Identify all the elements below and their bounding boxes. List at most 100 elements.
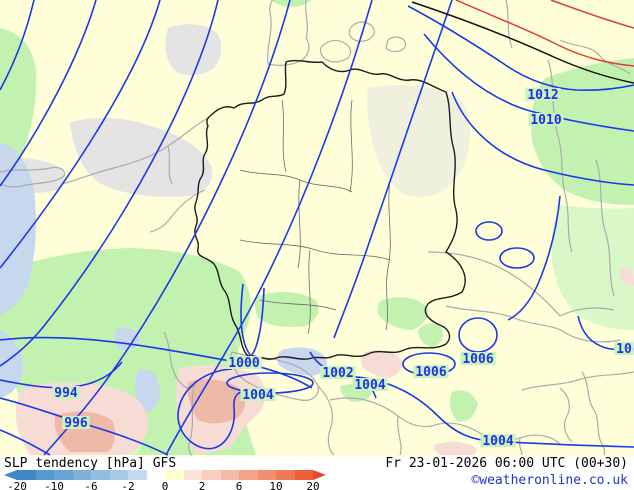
border-denmark [267, 0, 274, 65]
state-border [349, 99, 353, 193]
border-danish-island [319, 39, 352, 63]
colorbar-segment [17, 470, 36, 480]
colorbar-segment [35, 470, 54, 480]
isobar-label: 996 [64, 416, 88, 431]
state-border [239, 239, 391, 261]
border-austria-hungary [445, 305, 621, 343]
isobar-label-chip [240, 388, 276, 401]
isobar-labels: 1012101099499610001002100410041006100610… [52, 88, 634, 449]
colorbar-segment [294, 470, 313, 480]
isobar-line-1000 [0, 336, 313, 389]
colorbar-segment [220, 470, 239, 480]
isobar-loop [499, 247, 535, 269]
red-contour-lines [455, 0, 634, 67]
isobar-line-1010 [423, 33, 634, 132]
border-italy [317, 385, 335, 456]
shade-blob [165, 24, 222, 76]
isobar-label-chip [413, 365, 449, 378]
weather-map-image: 1012 1010 994 996 1000 1002 1004 1004 1006 1006 10… [0, 0, 634, 456]
isobar-label-chip [52, 386, 80, 399]
isobar-line [507, 195, 561, 321]
border-denmark [267, 0, 310, 66]
shade-blob [361, 350, 403, 378]
border-france [188, 379, 197, 456]
isobar-label-chip [480, 434, 516, 447]
state-border [259, 299, 337, 311]
isobar-label-chip [320, 366, 356, 379]
black-contour-line [411, 1, 634, 84]
german-state-borders [239, 99, 391, 335]
legend-title: SLP tendency [hPa] GFS [4, 456, 177, 471]
state-border [307, 249, 311, 335]
colorbar-tick-label: 6 [235, 480, 243, 490]
colorbar-segment [239, 470, 258, 480]
isobar-line [0, 0, 219, 367]
border-hungary [521, 371, 634, 391]
isobar-label-chip [226, 356, 262, 369]
colorbar-tick-label: -6 [84, 480, 98, 490]
shade-blob [134, 369, 160, 413]
isobar-line-994 [0, 361, 123, 389]
shade-blob [377, 297, 429, 330]
shade-blob [255, 291, 319, 327]
colorbar-tick-labels: -20 -10 -6 -2 0 2 6 10 20 [4, 480, 326, 490]
border-nl-coast [61, 117, 209, 185]
shade-blob [551, 205, 634, 330]
isobar-label: 1004 [242, 388, 273, 403]
border-poland [505, 0, 513, 49]
state-border [385, 179, 391, 331]
colorbar-segment [91, 470, 110, 480]
isobar-line [451, 91, 634, 186]
isobar-line [0, 0, 35, 91]
isobar-label-chip [352, 378, 388, 391]
isobar-label-chip [528, 113, 564, 126]
isobar-label: 1010 [530, 113, 561, 128]
border-balkans [559, 387, 573, 443]
isobar-label: 10 [616, 342, 632, 357]
isobar-label-chip [525, 88, 561, 101]
colorbar-segment [165, 470, 184, 480]
isobar-label: 1006 [415, 365, 446, 380]
isobar-lines [0, 0, 634, 456]
border-balkans [581, 371, 606, 456]
colorbar-segment [72, 470, 91, 480]
colorbar-segment [257, 470, 276, 480]
isobar-label: 1000 [228, 356, 259, 371]
colorbar-tick-label: 20 [306, 480, 320, 490]
isobar-label: 1012 [527, 88, 558, 103]
isobar-line [333, 0, 453, 339]
state-border [281, 99, 287, 173]
colorbar-segments [17, 470, 313, 480]
isobar-label-chip [614, 342, 634, 355]
shade-blob [433, 441, 477, 455]
red-contour-line [550, 0, 634, 29]
shade-blob [0, 28, 37, 172]
colorbar-tick-label: -2 [121, 480, 135, 490]
shade-blob [450, 390, 478, 422]
colorbar-segment [54, 470, 73, 480]
shade-blob [277, 347, 327, 376]
isobar-label: 1002 [322, 366, 353, 381]
colorbar-tick-label: 10 [269, 480, 283, 490]
colorbar-segment [146, 470, 165, 480]
border-england-coast [0, 166, 65, 188]
shade-blob [187, 379, 246, 424]
isobar-line-1004 [357, 376, 634, 448]
border-france [163, 331, 197, 389]
border-baltic [559, 39, 631, 75]
shade-blob [418, 323, 443, 348]
colorbar-right-arrow-icon [313, 470, 326, 480]
shade-blob [270, 0, 312, 7]
isobar-line [165, 0, 373, 456]
isobar-label-chip [62, 416, 90, 429]
border-italy-slovenia [397, 415, 402, 456]
copyright-link[interactable]: ©weatheronline.co.uk [471, 473, 628, 488]
colorbar-segment [109, 470, 128, 480]
isobar-line [0, 0, 97, 187]
isobar-label: 994 [54, 386, 78, 401]
state-border [297, 179, 301, 269]
border-slovakia [559, 307, 615, 317]
isobar-loop-1006 [458, 317, 498, 353]
isobar-label: 1006 [462, 352, 493, 367]
